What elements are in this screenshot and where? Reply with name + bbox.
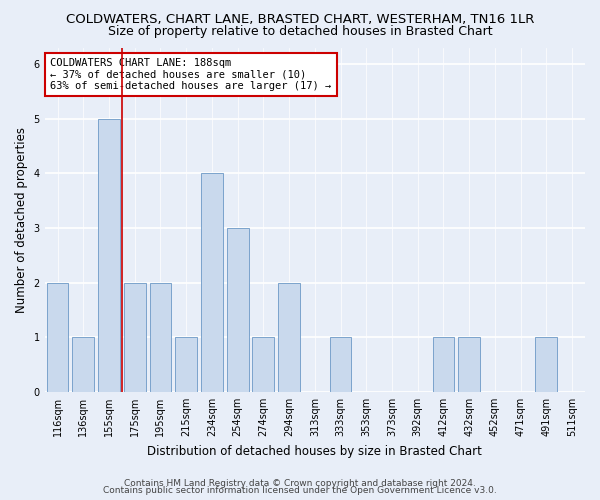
Bar — [47, 282, 68, 392]
Bar — [458, 338, 480, 392]
Bar — [201, 173, 223, 392]
X-axis label: Distribution of detached houses by size in Brasted Chart: Distribution of detached houses by size … — [148, 444, 482, 458]
Text: COLDWATERS, CHART LANE, BRASTED CHART, WESTERHAM, TN16 1LR: COLDWATERS, CHART LANE, BRASTED CHART, W… — [66, 12, 534, 26]
Text: Size of property relative to detached houses in Brasted Chart: Size of property relative to detached ho… — [107, 25, 493, 38]
Bar — [73, 338, 94, 392]
Y-axis label: Number of detached properties: Number of detached properties — [15, 126, 28, 312]
Bar — [535, 338, 557, 392]
Bar — [175, 338, 197, 392]
Bar — [433, 338, 454, 392]
Text: COLDWATERS CHART LANE: 188sqm
← 37% of detached houses are smaller (10)
63% of s: COLDWATERS CHART LANE: 188sqm ← 37% of d… — [50, 58, 331, 91]
Bar — [278, 282, 300, 392]
Text: Contains public sector information licensed under the Open Government Licence v3: Contains public sector information licen… — [103, 486, 497, 495]
Bar — [124, 282, 146, 392]
Bar — [98, 118, 120, 392]
Bar — [149, 282, 172, 392]
Text: Contains HM Land Registry data © Crown copyright and database right 2024.: Contains HM Land Registry data © Crown c… — [124, 478, 476, 488]
Bar — [227, 228, 248, 392]
Bar — [329, 338, 352, 392]
Bar — [253, 338, 274, 392]
